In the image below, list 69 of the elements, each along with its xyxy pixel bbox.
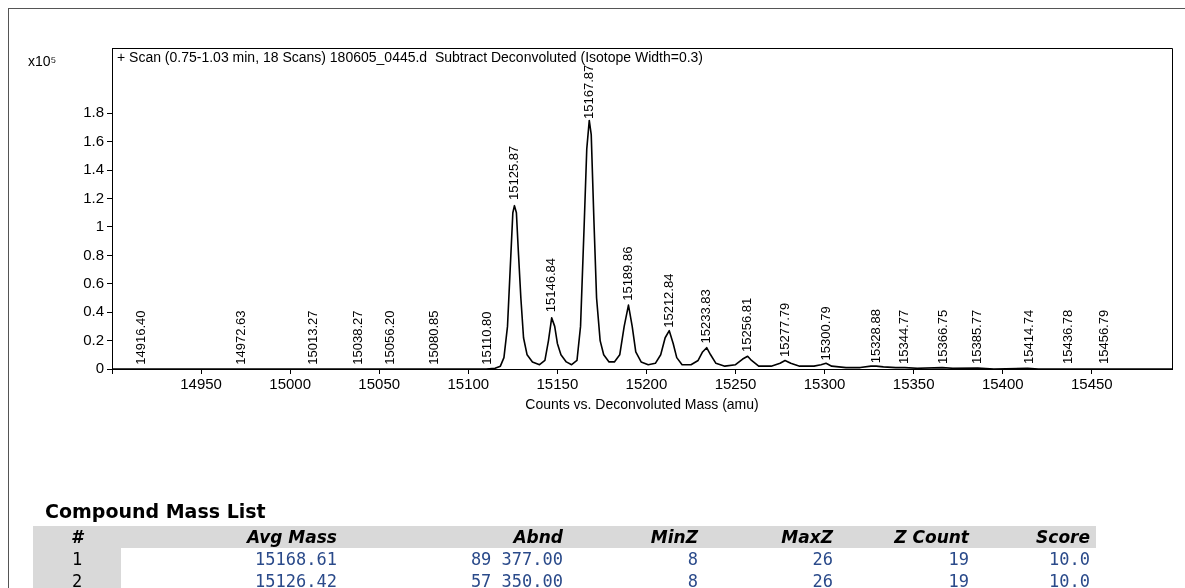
- x-tick-label: 15000: [269, 375, 312, 393]
- x-tick-label: 15250: [714, 375, 757, 393]
- annotation: 15436.78: [1059, 309, 1075, 365]
- annotation: 15456.79: [1095, 309, 1111, 365]
- text: Compound Mass List: [45, 500, 267, 522]
- y-tick-label: 1: [95, 217, 104, 235]
- category-label: Score: [975, 526, 1096, 548]
- y-tick-label: 1.4: [83, 160, 104, 178]
- category-label: Abnd: [343, 526, 569, 548]
- x-axis-title: Counts vs. Deconvoluted Mass (amu): [525, 396, 759, 413]
- y-tick-label: 0: [95, 359, 104, 377]
- annotation: 15256.81: [739, 297, 755, 352]
- text: 26: [811, 570, 834, 588]
- text: 8: [686, 570, 699, 588]
- x-tick-label: 15450: [1070, 375, 1113, 393]
- category-label: MinZ: [569, 526, 704, 548]
- x-tick-label: 15400: [981, 375, 1024, 393]
- annotation: 15080.85: [425, 310, 441, 365]
- category-label: Z Count: [839, 526, 975, 548]
- category-label: MaxZ: [704, 526, 839, 548]
- y-axis-title: x10⁵: [28, 52, 57, 69]
- x-tick-label: 14950: [180, 375, 222, 393]
- annotation: 15189.86: [619, 246, 635, 301]
- text: 1: [33, 548, 121, 570]
- annotation: 15277.79: [776, 302, 792, 357]
- text: 15126.42: [254, 570, 338, 588]
- annotation: 15414.74: [1020, 309, 1036, 365]
- text: 10.0: [1048, 548, 1091, 570]
- y-tick-label: 0.6: [83, 273, 104, 291]
- text: 89 377.00: [469, 548, 564, 570]
- annotation: 15038.27: [349, 310, 365, 365]
- annotation: 14916.40: [132, 310, 148, 365]
- annotation: 15212.84: [660, 273, 676, 328]
- category-label: #: [33, 526, 121, 548]
- y-tick-label: 1.2: [83, 188, 104, 206]
- text: 10.0: [1048, 570, 1091, 588]
- annotation: 15366.75: [935, 309, 951, 365]
- text: 57 350.00: [469, 570, 564, 588]
- x-tick-label: 15150: [536, 375, 579, 393]
- text: 15168.61: [254, 548, 338, 570]
- text: 8: [686, 548, 699, 570]
- x-tick-label: 15200: [625, 375, 668, 393]
- y-tick-label: 0.4: [83, 302, 104, 320]
- x-tick-label: 15300: [803, 375, 846, 393]
- text: 26: [811, 548, 834, 570]
- y-tick-label: 0.8: [83, 245, 104, 263]
- x-tick-label: 15050: [358, 375, 401, 393]
- y-tick-label: 1.6: [83, 131, 104, 149]
- x-tick-label: 15350: [892, 375, 935, 393]
- annotation: 15344.77: [895, 309, 911, 365]
- annotation: 15300.79: [817, 306, 833, 361]
- annotation: 15056.20: [381, 310, 397, 365]
- annotation: 15328.88: [867, 309, 883, 364]
- text: 19: [947, 570, 970, 588]
- text: 2: [33, 570, 121, 588]
- annotation: 15125.87: [505, 145, 521, 200]
- y-tick-label: 1.8: [83, 103, 104, 121]
- annotation: 14972.63: [232, 310, 248, 365]
- annotation: 15233.83: [698, 289, 714, 344]
- category-label: Avg Mass: [121, 526, 343, 548]
- text: 19: [947, 548, 970, 570]
- annotation: 15385.77: [968, 309, 984, 365]
- annotation: 15110.80: [479, 311, 495, 365]
- annotation: 15167.87: [580, 64, 596, 120]
- annotation: 15013.27: [305, 310, 321, 365]
- chart-title: + Scan (0.75-1.03 min, 18 Scans) 180605_0445.d Subtract Deconvoluted (Isotope Width=0.3): [117, 48, 704, 65]
- y-tick-label: 0.2: [83, 330, 104, 348]
- annotation: 15146.84: [543, 257, 559, 313]
- x-tick-label: 15100: [447, 375, 490, 393]
